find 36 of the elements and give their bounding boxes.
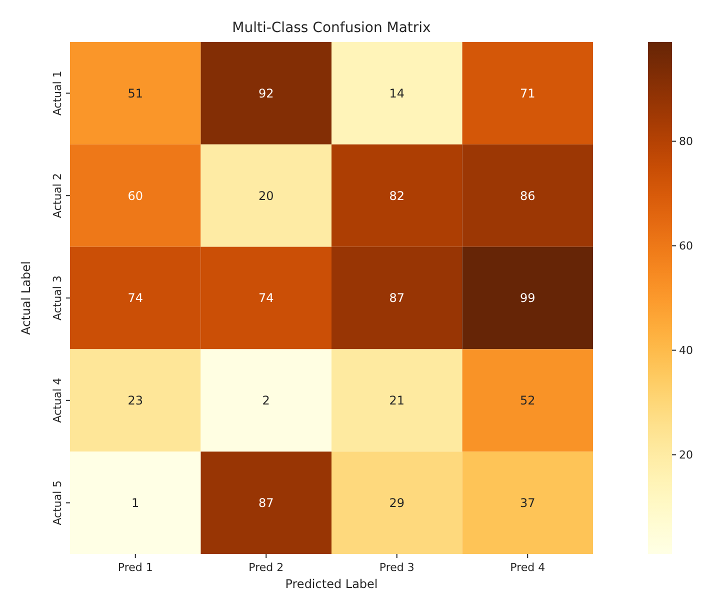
data-label: 74 bbox=[128, 291, 144, 306]
x-tick-label: Pred 1 bbox=[118, 561, 153, 574]
data-label: 14 bbox=[389, 86, 405, 100]
color-bar-label: 40 bbox=[679, 344, 693, 358]
data-label: 74 bbox=[258, 291, 274, 306]
y-tick-label: Actual 2 bbox=[51, 173, 64, 218]
color-bar-label: 60 bbox=[679, 240, 693, 253]
data-label: 87 bbox=[258, 496, 274, 510]
data-label: 86 bbox=[520, 188, 536, 203]
y-axis-title: Actual Label bbox=[19, 261, 33, 335]
y-tick-label: Actual 1 bbox=[51, 70, 64, 116]
x-tick-label: Pred 3 bbox=[379, 561, 414, 574]
y-tick-label: Actual 3 bbox=[51, 276, 64, 320]
data-label: 92 bbox=[258, 86, 274, 100]
data-label: 60 bbox=[128, 188, 144, 203]
data-label: 82 bbox=[389, 188, 405, 203]
chart-title: Multi-Class Confusion Matrix bbox=[232, 20, 431, 36]
data-label: 20 bbox=[258, 188, 274, 203]
color-bar-label: 80 bbox=[679, 135, 693, 148]
data-label: 23 bbox=[128, 394, 144, 408]
data-label: 21 bbox=[389, 394, 405, 408]
data-label: 1 bbox=[132, 496, 140, 510]
y-tick-label: Actual 5 bbox=[51, 480, 64, 526]
data-label: 87 bbox=[389, 291, 405, 306]
data-label: 99 bbox=[520, 291, 536, 306]
x-axis-title: Predicted Label bbox=[285, 577, 378, 591]
color-bar-label: 20 bbox=[679, 448, 693, 462]
y-tick-label: Actual 4 bbox=[51, 378, 64, 423]
x-tick-label: Pred 4 bbox=[510, 561, 546, 574]
data-label: 2 bbox=[262, 394, 270, 408]
data-label: 52 bbox=[520, 394, 536, 408]
data-label: 37 bbox=[520, 496, 536, 510]
data-label: 51 bbox=[128, 86, 144, 100]
data-label: 71 bbox=[520, 86, 536, 100]
data-label: 29 bbox=[389, 496, 405, 510]
x-tick-label: Pred 2 bbox=[248, 561, 284, 574]
